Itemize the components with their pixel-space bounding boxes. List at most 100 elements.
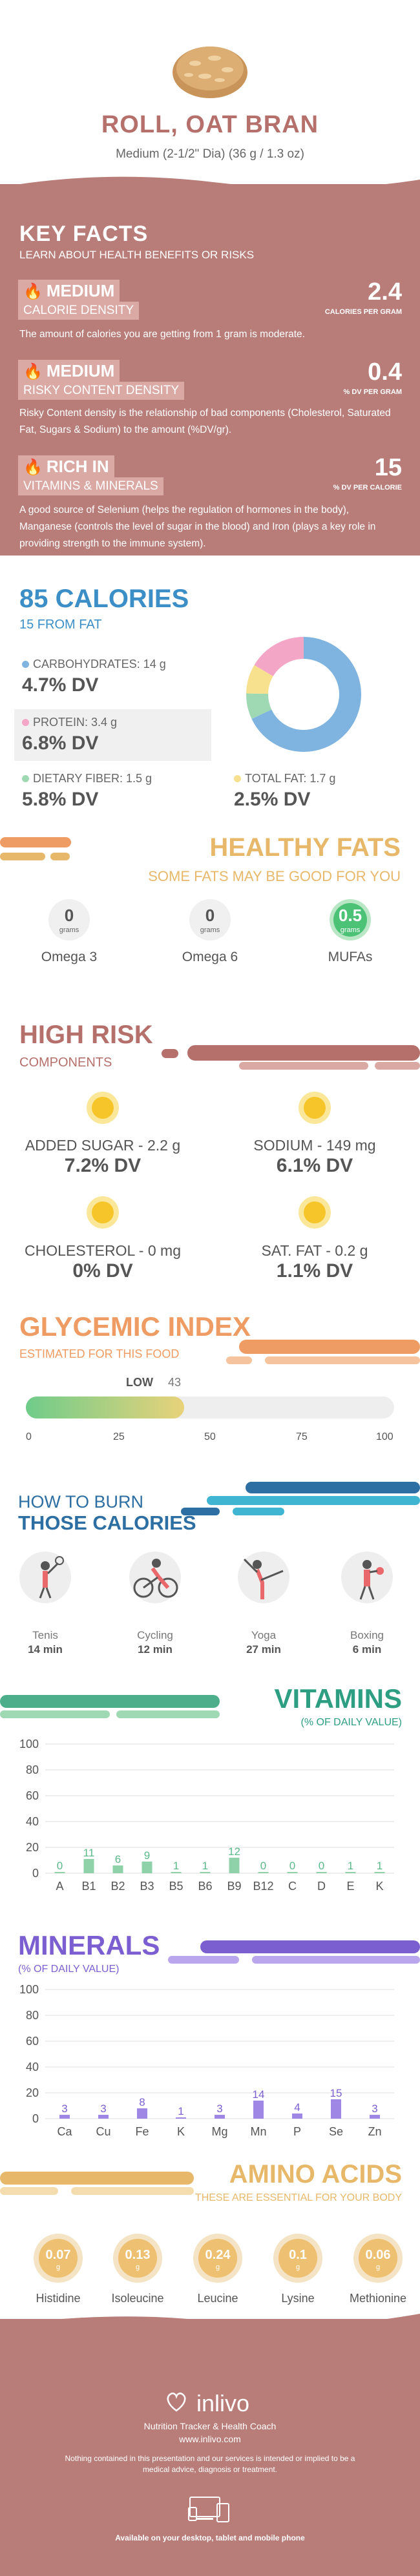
smile-icon [299, 1196, 331, 1229]
bar-B12 [258, 1872, 269, 1873]
calorie-density-unit: CALORIES PER GRAM [324, 308, 402, 316]
protein-dv: 6.8% DV [22, 732, 99, 754]
stripe-decoration [0, 837, 71, 860]
donut-slice-fiber [246, 637, 361, 752]
x-tick-label: Ca [57, 2125, 72, 2138]
omega3-value: 0 [64, 906, 74, 925]
x-tick-label: D [317, 1880, 326, 1893]
bar-C [287, 1872, 298, 1873]
cycling-name: Cycling [137, 1629, 173, 1641]
key-facts-title: KEY FACTS [19, 222, 149, 246]
sodium-dv: 6.1% DV [276, 1155, 353, 1176]
calories-section: 85 CALORIES 15 FROM FAT CARBOHYDRATES: 1… [0, 556, 420, 814]
vitamins-value: 15 [374, 454, 402, 481]
omega6-circle: 0 grams [189, 899, 231, 940]
stripe-decoration [162, 1045, 420, 1070]
carbs-dot [22, 661, 29, 668]
yoga-name: Yoga [251, 1629, 277, 1641]
inlivo-logo: inlivo [196, 2390, 250, 2416]
bar-A [54, 1872, 65, 1873]
tennis-time: 14 min [28, 1643, 63, 1656]
footer-url[interactable]: www.inlivo.com [179, 2434, 241, 2444]
footer: inlivo Nutrition Tracker & Health Coach … [0, 2319, 420, 2576]
cycling-time: 12 min [138, 1643, 173, 1656]
protein-label: PROTEIN: 3.4 g [33, 716, 118, 729]
burn-title-2: THOSE CALORIES [18, 1511, 196, 1534]
sat-fat-dv: 1.1% DV [276, 1260, 353, 1282]
x-tick-label: Mg [211, 2125, 227, 2138]
x-tick-label: B9 [227, 1880, 241, 1893]
glycemic-tick: 100 [376, 1431, 394, 1442]
oat-bran-roll-image [173, 47, 247, 98]
tennis-name: Tenis [32, 1629, 58, 1641]
amino-name: Lysine [281, 2292, 315, 2305]
serving-size: Medium (2-1/2" Dia) (36 g / 1.3 oz) [116, 147, 304, 161]
risky-density-desc: Risky Content density is the relationshi… [19, 408, 391, 435]
calorie-density-level: 🔥 MEDIUM [18, 280, 120, 302]
macro-donut-chart [246, 637, 361, 752]
bar-value-label: 14 [253, 2088, 265, 2101]
bar-value-label: 0 [57, 1860, 63, 1872]
bar-value-label: 1 [178, 2105, 184, 2117]
amino-circle: 0.06 g [353, 2234, 403, 2283]
amino-value: 0.07 [45, 2248, 71, 2262]
x-tick-label: Fe [135, 2125, 149, 2138]
bar-P [292, 2114, 302, 2119]
x-tick-label: Cu [96, 2125, 110, 2138]
footer-tagline: Nutrition Tracker & Health Coach [143, 2421, 277, 2431]
x-tick-label: B12 [253, 1880, 273, 1893]
bar-K [176, 2117, 186, 2119]
amino-value: 0.06 [365, 2248, 391, 2262]
smile-icon [87, 1196, 119, 1229]
glycemic-value: 43 [168, 1376, 182, 1389]
x-tick-label: B1 [81, 1880, 96, 1893]
y-tick-label: 100 [19, 1738, 39, 1750]
amino-subtitle: THESE ARE ESSENTIAL FOR YOUR BODY [194, 2192, 402, 2203]
x-tick-label: P [293, 2125, 301, 2138]
x-tick-label: B2 [110, 1880, 125, 1893]
y-tick-label: 40 [26, 2061, 39, 2073]
amino-unit: g [135, 2263, 140, 2271]
bar-value-label: 4 [294, 2101, 300, 2114]
mufa-value: 0.5 [338, 906, 362, 925]
bar-value-label: 1 [377, 1860, 383, 1872]
calories-title: 85 CALORIES [19, 585, 189, 613]
amino-circle: 0.07 g [34, 2234, 83, 2283]
bar-value-label: 6 [115, 1853, 121, 1865]
boxing-name: Boxing [350, 1629, 384, 1641]
tennis-icon [19, 1552, 71, 1603]
fat-dot [234, 775, 241, 782]
cycling-icon [129, 1552, 181, 1603]
carbs-dv: 4.7% DV [22, 674, 99, 696]
yoga-time: 27 min [246, 1643, 281, 1656]
bar-K [374, 1872, 385, 1873]
bar-value-label: 0 [319, 1860, 324, 1872]
omega3-circle: 0 grams [48, 899, 90, 940]
amino-name: Methionine [349, 2292, 407, 2305]
bar-Fe [137, 2108, 147, 2119]
fat-row: TOTAL FAT: 1.7 g 2.5% DV [226, 765, 407, 817]
vitamins-title: VITAMINS [274, 1683, 402, 1714]
bar-B5 [171, 1872, 182, 1873]
vitamins-section: VITAMINS (% OF DAILY VALUE) 0 20 40 60 80 100… [0, 1673, 420, 1931]
glycemic-tick: 50 [204, 1431, 216, 1442]
bar-B9 [229, 1858, 240, 1873]
fiber-dv: 5.8% DV [22, 789, 99, 810]
x-tick-label: Zn [368, 2125, 381, 2138]
heart-icon [167, 2393, 186, 2412]
bar-Ca [59, 2115, 70, 2119]
carbs-label: CARBOHYDRATES: 14 g [33, 658, 166, 670]
bar-Zn [370, 2115, 380, 2119]
mufa-name: MUFAs [328, 950, 373, 964]
vitamins-desc: A good source of Selenium (helps the reg… [19, 504, 376, 549]
risky-density-name: RISKY CONTENT DENSITY [18, 382, 185, 400]
high-risk-title: HIGH RISK [19, 1021, 153, 1049]
added-sugar-label: ADDED SUGAR - 2.2 g [25, 1137, 181, 1154]
x-tick-label: K [177, 2125, 185, 2138]
healthy-fats-title: HEALTHY FATS [209, 833, 401, 862]
bar-value-label: 1 [348, 1860, 353, 1872]
x-tick-label: B3 [140, 1880, 154, 1893]
flame-icon: 🔥 [23, 459, 43, 476]
bar-B3 [142, 1862, 152, 1873]
